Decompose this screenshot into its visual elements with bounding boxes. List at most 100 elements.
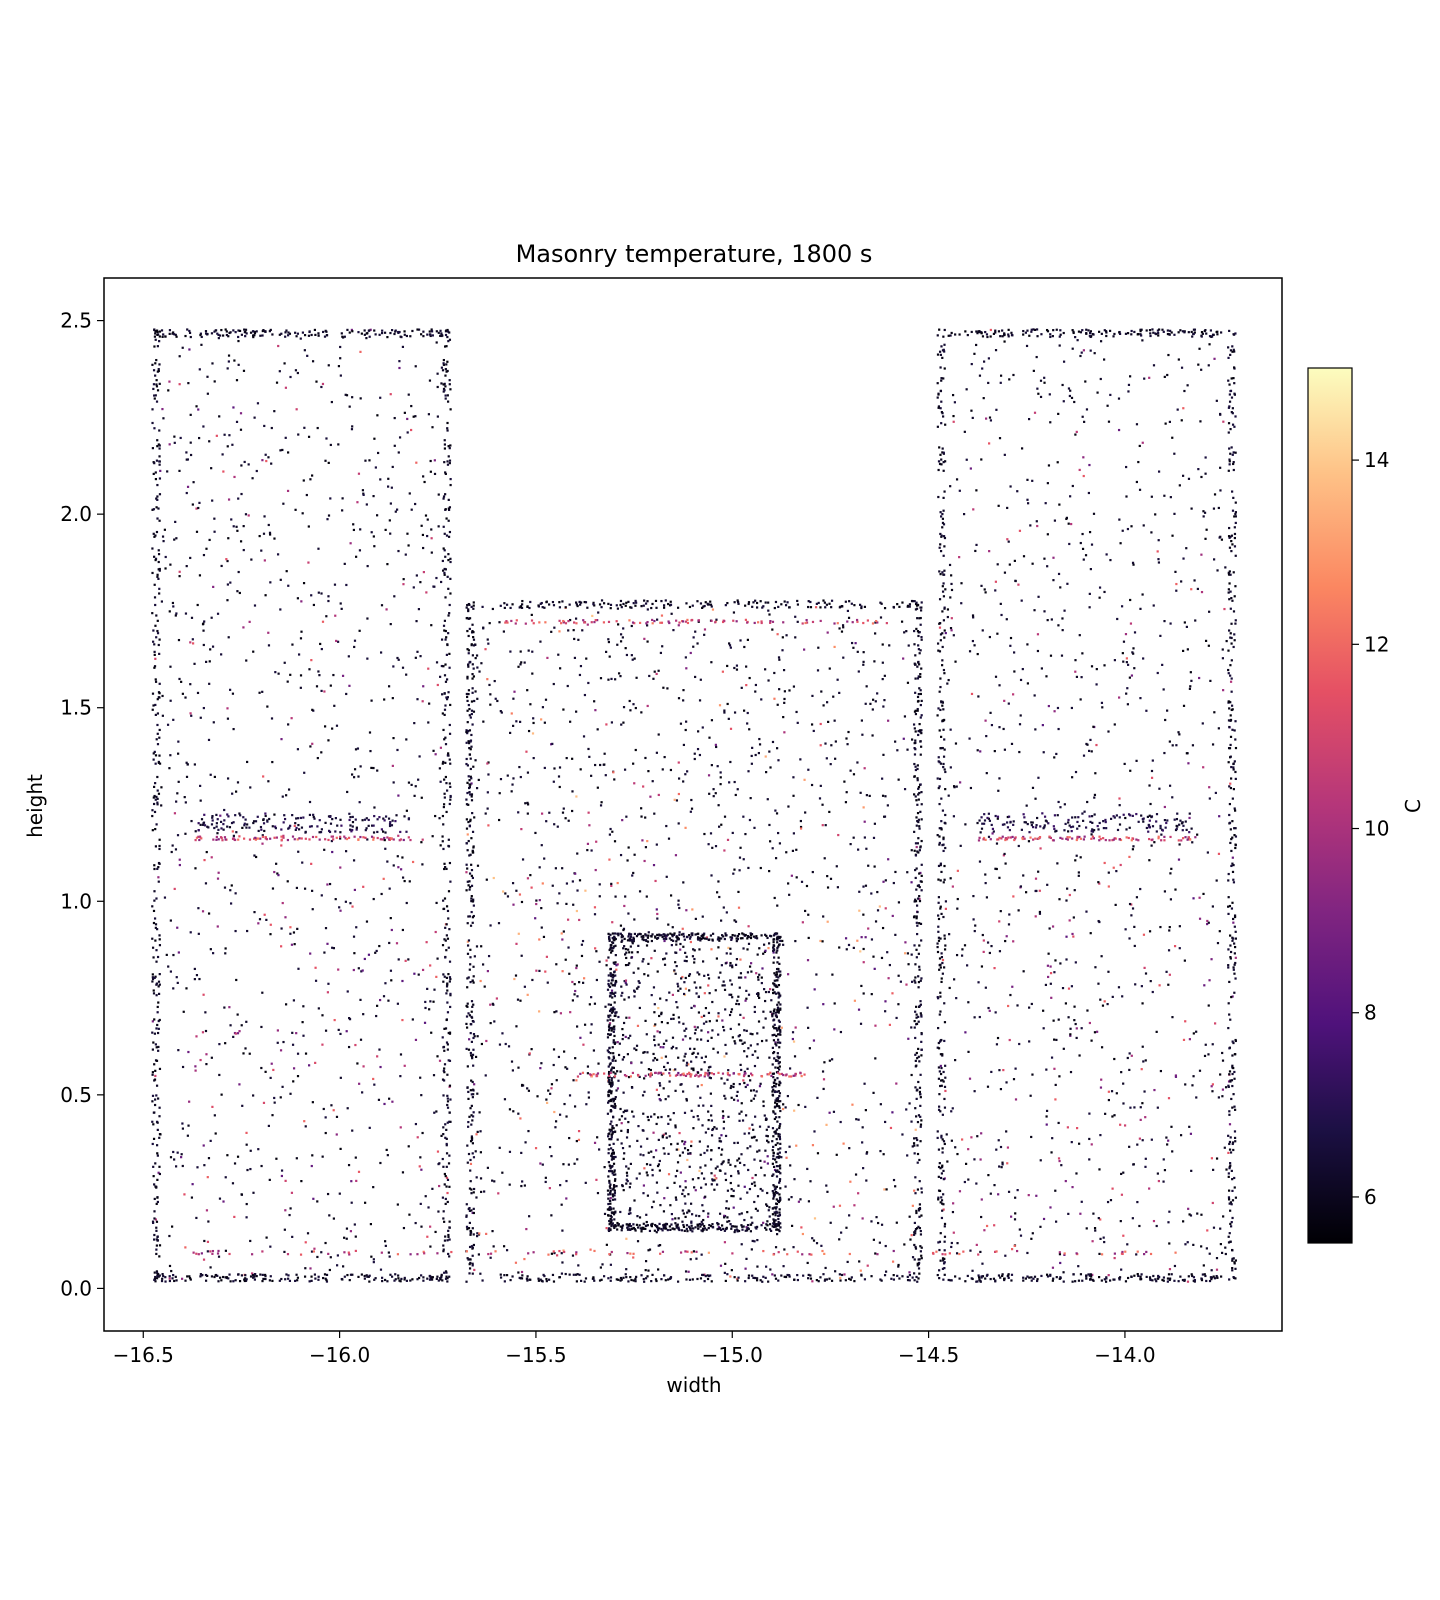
scatter-point [910, 1026, 913, 1029]
scatter-point [764, 601, 767, 604]
scatter-point [283, 661, 286, 664]
scatter-point [470, 1188, 473, 1191]
scatter-point [1142, 657, 1145, 660]
scatter-point [778, 658, 781, 661]
scatter-point [270, 1062, 273, 1065]
scatter-point [617, 1278, 620, 1281]
scatter-point [764, 1276, 767, 1279]
scatter-point [1124, 928, 1127, 931]
scatter-point [643, 1167, 646, 1170]
scatter-point [1215, 1268, 1219, 1271]
scatter-point [692, 645, 695, 648]
scatter-point [420, 1274, 423, 1277]
scatter-point [1057, 1121, 1060, 1125]
scatter-point [156, 867, 159, 871]
scatter-point [826, 631, 829, 634]
scatter-point [578, 1273, 581, 1276]
scatter-point [229, 1024, 232, 1027]
scatter-point [301, 331, 305, 334]
scatter-point [1204, 1043, 1207, 1046]
scatter-point [510, 712, 513, 715]
scatter-point [891, 914, 894, 918]
scatter-point [913, 793, 916, 796]
scatter-point [986, 1085, 990, 1088]
scatter-point [400, 1277, 403, 1281]
scatter-point [422, 1279, 425, 1282]
scatter-point [378, 1048, 381, 1051]
scatter-point [441, 944, 445, 947]
scatter-point [211, 362, 214, 365]
scatter-point [156, 797, 159, 800]
scatter-point [750, 933, 754, 936]
scatter-point [324, 459, 327, 462]
scatter-point [1198, 347, 1201, 350]
scatter-point [153, 427, 156, 430]
scatter-point [755, 1279, 759, 1282]
scatter-point [384, 982, 387, 985]
scatter-point [155, 459, 159, 462]
scatter-point [436, 415, 439, 418]
scatter-point [573, 993, 576, 996]
scatter-point [782, 943, 785, 946]
scatter-point [162, 417, 165, 420]
scatter-point [677, 899, 680, 902]
scatter-point [155, 949, 158, 952]
scatter-point [812, 729, 815, 733]
scatter-point [269, 933, 272, 936]
scatter-point [416, 698, 419, 701]
scatter-point [917, 1258, 920, 1261]
scatter-point [151, 814, 154, 818]
scatter-point [1099, 1218, 1102, 1221]
scatter-point [828, 1111, 831, 1114]
scatter-point [917, 981, 921, 984]
scatter-point [332, 1109, 335, 1112]
scatter-point [429, 333, 432, 336]
scatter-point [279, 578, 282, 581]
scatter-point [526, 1275, 529, 1278]
scatter-point [735, 664, 739, 667]
scatter-point [782, 669, 786, 672]
scatter-point [761, 606, 764, 609]
scatter-point [982, 950, 985, 954]
scatter-point [850, 641, 854, 645]
scatter-point [897, 901, 901, 904]
scatter-point [484, 1074, 487, 1077]
scatter-point [467, 649, 470, 652]
scatter-point [471, 811, 474, 815]
scatter-point [633, 1199, 636, 1202]
scatter-point [976, 749, 979, 752]
scatter-point [597, 1062, 600, 1065]
scatter-point [158, 844, 161, 848]
scatter-point [261, 459, 264, 462]
scatter-point [776, 633, 779, 636]
scatter-point [914, 795, 917, 798]
scatter-point [681, 927, 684, 930]
scatter-point [158, 569, 161, 572]
scatter-point [164, 1276, 167, 1279]
scatter-point [247, 463, 250, 466]
scatter-point [793, 1278, 796, 1281]
scatter-point [916, 1088, 919, 1091]
scatter-point [754, 1276, 757, 1280]
scatter-point [222, 334, 225, 337]
scatter-point [1088, 749, 1091, 753]
scatter-point [206, 1274, 209, 1278]
scatter-point [484, 648, 487, 651]
scatter-point [590, 774, 593, 777]
scatter-point [1080, 1027, 1083, 1030]
scatter-point [447, 498, 450, 501]
scatter-point [776, 904, 779, 907]
scatter-point [186, 763, 189, 766]
scatter-point [583, 693, 587, 697]
scatter-point [906, 1279, 910, 1282]
scatter-point [732, 611, 736, 614]
scatter-point [1083, 420, 1086, 423]
scatter-point [197, 907, 200, 910]
scatter-point [603, 763, 606, 766]
scatter-point [1107, 871, 1110, 874]
scatter-point [471, 1096, 474, 1099]
scatter-point [431, 1276, 434, 1279]
scatter-point [613, 778, 616, 781]
scatter-point [917, 975, 920, 978]
scatter-point [595, 840, 598, 843]
